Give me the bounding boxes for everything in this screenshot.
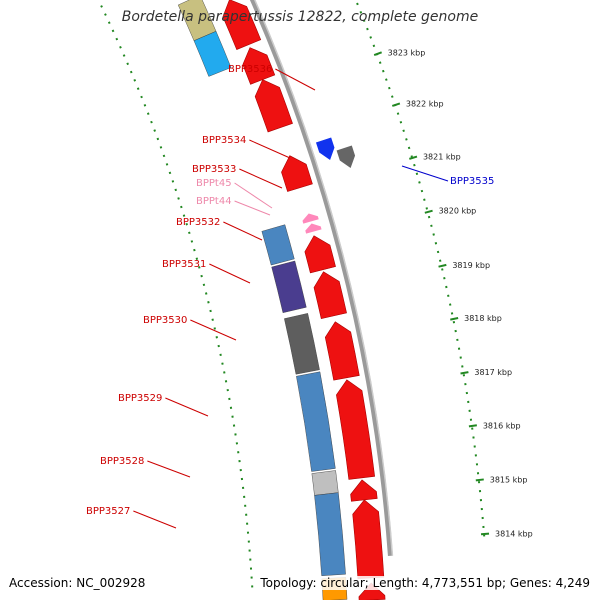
cog-segment-2 <box>261 224 295 266</box>
outer-dotted-ring <box>97 0 254 594</box>
forward-gene-0 <box>222 0 262 50</box>
gene-label: BPP3535 <box>450 176 494 187</box>
label-leader-line <box>239 168 283 189</box>
scale-tick-2 <box>409 155 418 160</box>
backbone-highlight <box>253 0 394 556</box>
trna-arrow-0 <box>302 213 319 224</box>
reverse-gene-blue <box>315 137 335 160</box>
cog-segment-4 <box>284 313 320 375</box>
accession-text: Accession: NC_002928 <box>9 576 146 590</box>
cog-segment-5 <box>296 371 336 472</box>
gene-label: BPP3532 <box>176 217 220 228</box>
gene-label: BPP3530 <box>143 315 187 326</box>
gene-label: BPP3533 <box>192 164 236 175</box>
label-leader-line <box>249 139 291 159</box>
label-leader-line <box>165 397 209 417</box>
label-leader-line <box>133 510 177 529</box>
inner-dotted-ring <box>354 0 486 537</box>
cog-segment-7 <box>314 492 346 576</box>
cog-segment-1 <box>193 31 232 77</box>
topology-text: Topology: circular; Length: 4,773,551 bp… <box>260 576 590 590</box>
scale-tick-5 <box>450 317 459 321</box>
genome-title: Bordetella parapertussis 12822, complete… <box>121 9 479 25</box>
scale-tick-label: 3820 kbp <box>439 207 477 216</box>
scale-tick-label: 3822 kbp <box>406 99 444 108</box>
forward-gene-3 <box>281 155 313 192</box>
gene-label: BPP3527 <box>86 506 130 517</box>
scale-tick-4 <box>438 263 447 268</box>
label-leader-line <box>209 263 251 284</box>
scale-tick-7 <box>468 424 477 428</box>
forward-gene-6 <box>324 321 360 381</box>
cog-segment-6 <box>311 470 339 496</box>
label-leader-line <box>234 182 273 209</box>
forward-gene-8 <box>350 479 378 502</box>
forward-gene-5 <box>313 271 347 319</box>
scale-tick-3 <box>424 209 433 214</box>
forward-gene-9 <box>352 499 385 580</box>
label-leader-line <box>190 319 237 341</box>
scale-tick-6 <box>460 371 469 375</box>
scale-tick-9 <box>480 532 490 536</box>
gene-label: BPP3529 <box>118 393 162 404</box>
reverse-gene-grey <box>336 145 356 168</box>
scale-tick-label: 3817 kbp <box>474 368 512 377</box>
scale-tick-label: 3818 kbp <box>464 314 502 323</box>
scale-tick-label: 3819 kbp <box>452 261 490 270</box>
forward-gene-2 <box>254 79 293 133</box>
scale-tick-label: 3821 kbp <box>423 153 461 162</box>
gene-label: BPP3528 <box>100 456 144 467</box>
gene-label: BPPt45 <box>196 178 232 189</box>
label-leader-line <box>275 68 316 91</box>
scale-tick-label: 3823 kbp <box>388 48 426 57</box>
scale-tick-label: 3814 kbp <box>495 530 533 539</box>
gene-label: BPP3536 <box>228 64 272 75</box>
gene-label: BPPt44 <box>196 196 232 207</box>
trna-arrow-1 <box>305 223 322 234</box>
label-leader-line <box>223 221 263 241</box>
label-leader-line <box>401 165 449 182</box>
scale-tick-1 <box>391 102 401 107</box>
gene-label: BPP3534 <box>202 135 246 146</box>
scale-tick-label: 3816 kbp <box>483 421 521 430</box>
cog-segment-3 <box>271 260 307 313</box>
label-leader-line <box>147 460 191 478</box>
scale-tick-label: 3815 kbp <box>490 475 528 484</box>
label-leader-line <box>234 200 271 216</box>
backbone-arc <box>249 0 393 557</box>
gene-label: BPP3531 <box>162 259 206 270</box>
scale-tick-8 <box>475 478 484 482</box>
forward-gene-4 <box>304 235 336 274</box>
scale-tick-0 <box>373 51 383 56</box>
forward-gene-7 <box>336 379 375 480</box>
